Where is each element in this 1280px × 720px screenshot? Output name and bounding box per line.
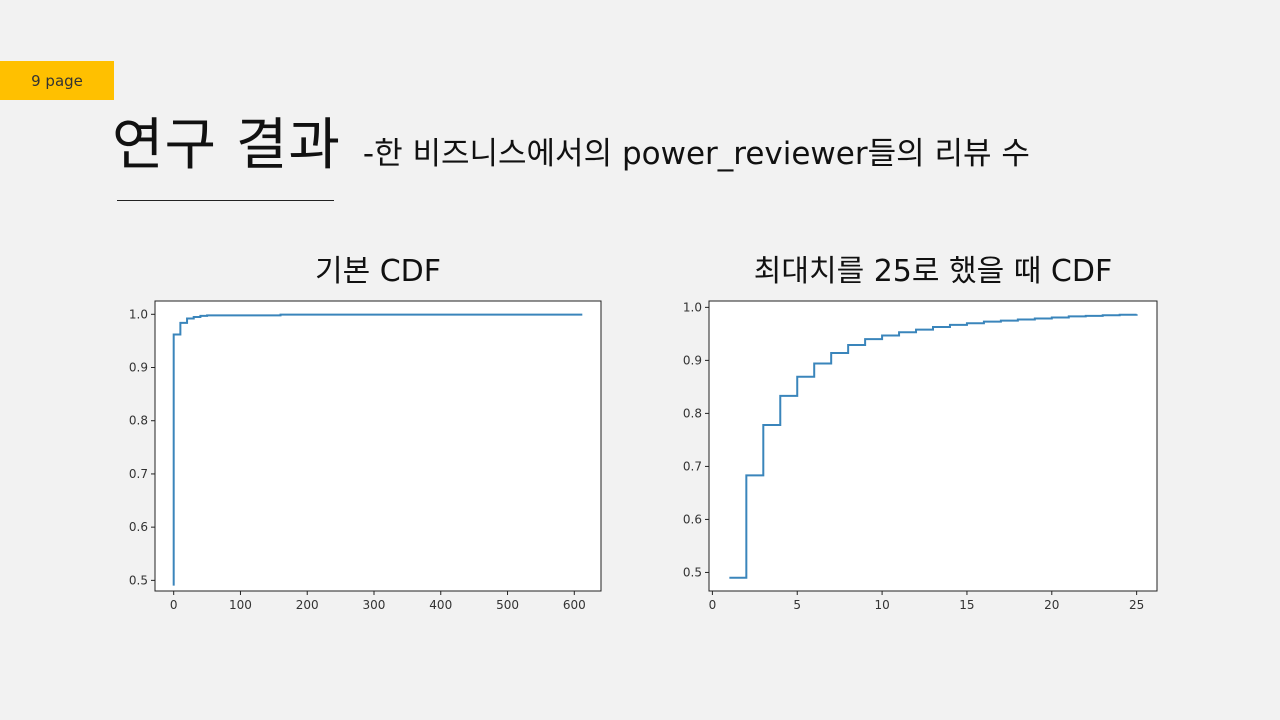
- plot-area-basic: [154, 300, 602, 592]
- page-badge: 9 page: [0, 61, 114, 100]
- x-tick-label: 25: [1129, 598, 1144, 612]
- y-tick-label: 0.9: [683, 353, 702, 367]
- chart-title-capped: 최대치를 25로 했을 때 CDF: [753, 254, 1113, 289]
- x-tick-label: 400: [429, 598, 452, 612]
- chart-basic-cdf: 0 100 200 300 400 500 600 0.5 0.6 0.7 0.8 0.9 1.0: [129, 300, 602, 612]
- cdf-step-line: [729, 313, 1138, 579]
- y-tick-label: 0.6: [129, 520, 148, 534]
- x-tick-label: 0: [170, 598, 178, 612]
- x-tick-label: 5: [793, 598, 801, 612]
- x-tick-label: 0: [709, 598, 717, 612]
- x-tick-label: 200: [296, 598, 319, 612]
- y-tick-label: 0.7: [129, 467, 148, 481]
- x-tick-label: 600: [563, 598, 586, 612]
- x-tick-label: 20: [1044, 598, 1059, 612]
- x-tick-label: 15: [959, 598, 974, 612]
- x-tick-label: 100: [229, 598, 252, 612]
- x-tick-label: 500: [496, 598, 519, 612]
- page-label: 9 page: [31, 71, 83, 90]
- y-tick-label: 0.8: [683, 406, 702, 420]
- y-tick-label: 0.8: [129, 414, 148, 428]
- y-tick-label: 0.5: [129, 573, 148, 587]
- y-tick-label: 0.5: [683, 565, 702, 579]
- y-tick-label: 0.9: [129, 361, 148, 375]
- title-row: 연구 결과 -한 비즈니스에서의 power_reviewer들의 리뷰 수: [112, 118, 1030, 174]
- x-tick-label: 300: [363, 598, 386, 612]
- chart-title-basic: 기본 CDF: [314, 254, 442, 289]
- plot-area-capped: [708, 300, 1158, 592]
- x-tick-label: 10: [874, 598, 889, 612]
- y-tick-label: 1.0: [129, 307, 148, 321]
- page-subtitle: -한 비즈니스에서의 power_reviewer들의 리뷰 수: [362, 136, 1030, 172]
- y-tick-label: 0.6: [683, 512, 702, 526]
- y-tick-label: 0.7: [683, 459, 702, 473]
- page-title: 연구 결과: [112, 113, 341, 178]
- title-underline: [117, 200, 334, 201]
- cdf-step-line: [172, 313, 583, 586]
- y-tick-label: 1.0: [683, 300, 702, 314]
- chart-capped-cdf: 0 5 10 15 20 25 0.5 0.6 0.7 0.8 0.9 1.0: [683, 300, 1158, 612]
